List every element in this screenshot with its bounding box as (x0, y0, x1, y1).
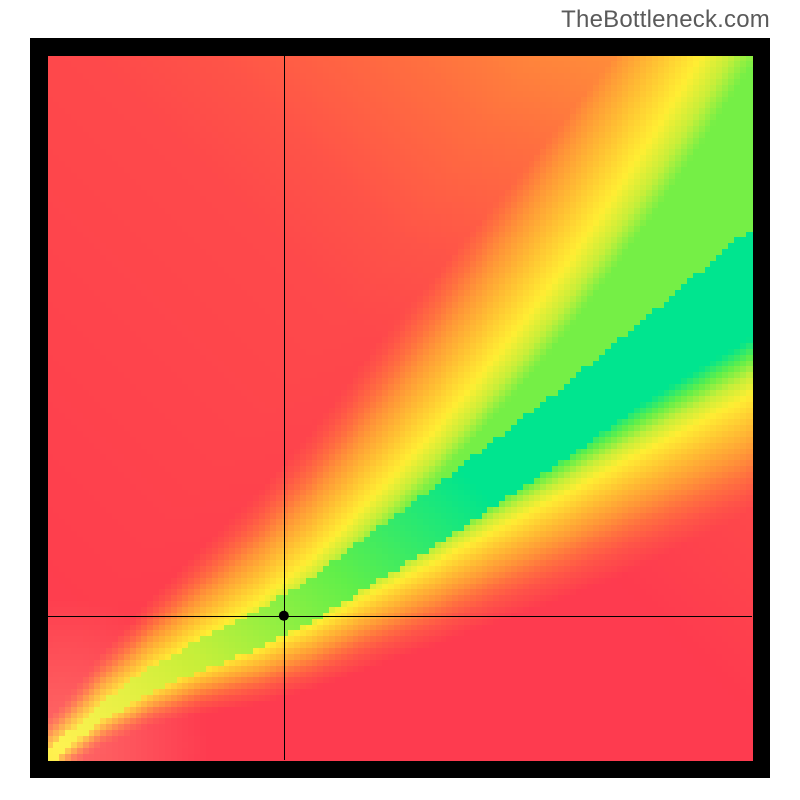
plot-frame (30, 38, 770, 778)
watermark-text: TheBottleneck.com (561, 6, 770, 34)
heatmap-canvas (30, 38, 770, 778)
chart-container: TheBottleneck.com (0, 0, 800, 800)
